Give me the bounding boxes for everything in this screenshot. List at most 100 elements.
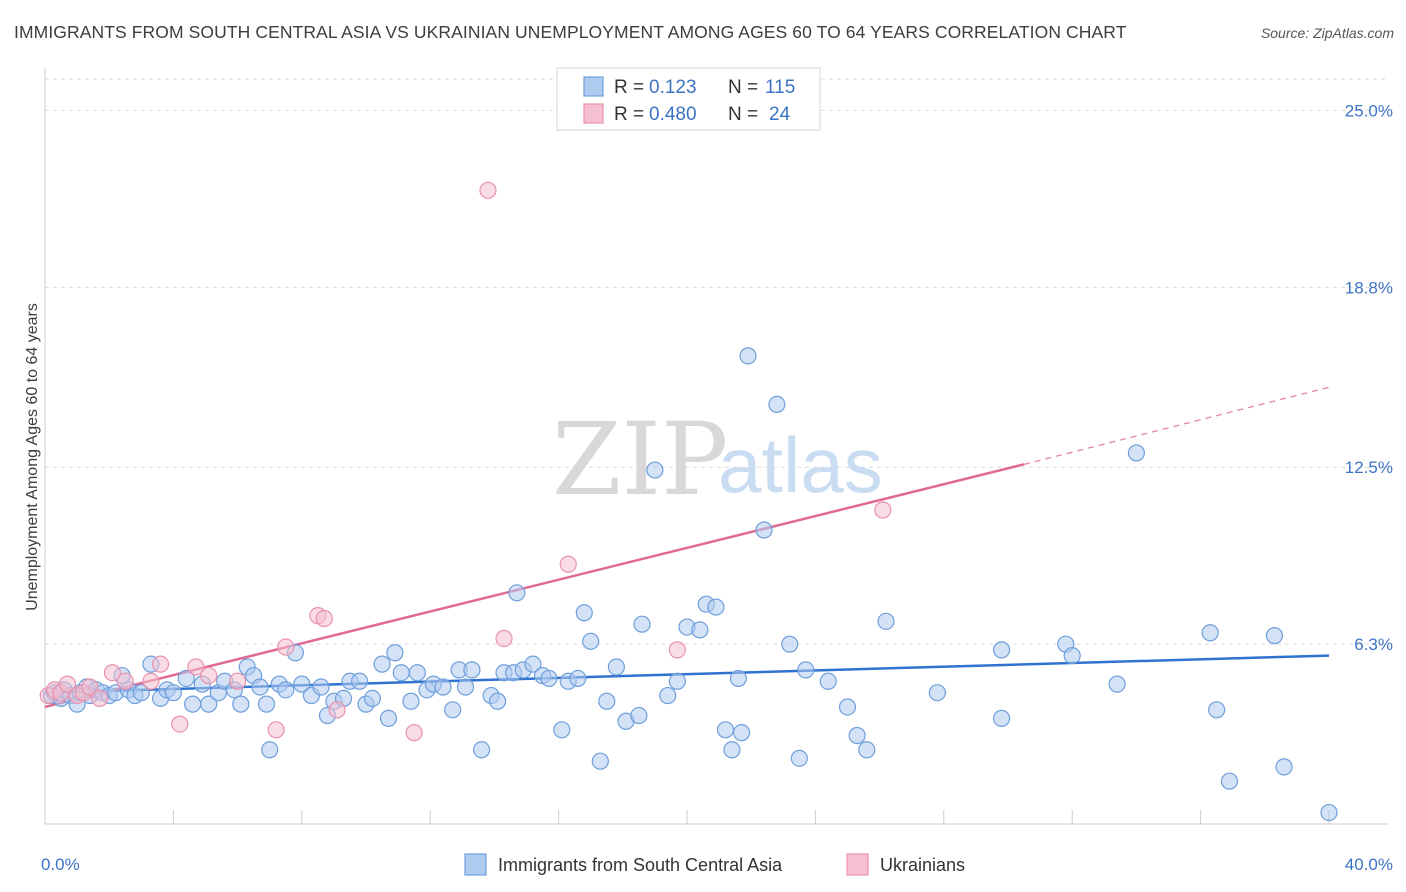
point-pink-22 — [495, 629, 513, 648]
point-blue-85 — [691, 621, 709, 639]
grid-lines — [45, 78, 1389, 645]
point-blue-60 — [472, 741, 491, 759]
point-pink-23 — [559, 555, 577, 573]
point-blue-31 — [251, 678, 269, 696]
point-pink-26 — [874, 501, 892, 519]
point-pink-8 — [103, 664, 122, 682]
point-blue-101 — [858, 741, 876, 759]
point-pink-12 — [171, 715, 189, 733]
point-pink-20 — [328, 701, 346, 719]
trend-line-pink — [44, 463, 1025, 709]
bottom-legend-label-pink: Ukrainians — [880, 855, 965, 875]
point-pink-25 — [668, 641, 686, 659]
point-blue-22 — [184, 695, 202, 713]
point-blue-44 — [350, 672, 369, 690]
point-blue-28 — [232, 695, 250, 713]
point-blue-16 — [132, 684, 150, 702]
point-pink-7 — [90, 689, 109, 708]
point-blue-99 — [838, 698, 857, 716]
point-blue-69 — [540, 669, 558, 688]
point-blue-110 — [1201, 624, 1219, 642]
point-blue-108 — [1108, 675, 1126, 693]
point-blue-33 — [261, 741, 279, 759]
point-blue-97 — [797, 661, 815, 679]
chart-title: IMMIGRANTS FROM SOUTH CENTRAL ASIA VS UK… — [14, 22, 1127, 42]
point-blue-79 — [630, 706, 648, 725]
point-blue-65 — [508, 584, 526, 602]
legend-n-label-1: N = — [728, 77, 758, 98]
point-blue-100 — [848, 726, 866, 745]
point-blue-95 — [781, 635, 799, 653]
point-blue-104 — [992, 709, 1011, 727]
source-credit: Source: ZipAtlas.com — [1260, 25, 1394, 41]
point-pink-13 — [187, 658, 205, 676]
point-blue-24 — [200, 695, 218, 713]
point-blue-49 — [386, 644, 404, 662]
point-blue-35 — [277, 681, 295, 699]
point-blue-89 — [723, 741, 741, 759]
point-blue-87 — [707, 598, 725, 616]
series-legend: Immigrants from South Central Asia Ukrai… — [464, 853, 965, 876]
point-pink-14 — [200, 666, 218, 685]
legend-n-value-1: 115 — [765, 77, 795, 98]
point-blue-76 — [598, 692, 616, 710]
point-blue-51 — [402, 692, 420, 710]
data-points — [39, 181, 1338, 822]
point-blue-37 — [293, 675, 311, 693]
y-tick-label-1: 12.5% — [1345, 458, 1393, 477]
watermark-atlas: atlas — [718, 421, 883, 509]
point-pink-15 — [229, 672, 247, 690]
point-pink-24 — [479, 181, 497, 199]
point-blue-80 — [633, 615, 651, 633]
legend-n-value-2: 24 — [769, 104, 791, 125]
point-blue-83 — [668, 672, 686, 690]
point-blue-52 — [408, 664, 426, 682]
x-tick-label-max: 40.0% — [1345, 855, 1393, 874]
point-pink-11 — [151, 655, 170, 673]
point-blue-59 — [463, 661, 481, 679]
point-blue-75 — [591, 752, 609, 770]
point-pink-9 — [116, 672, 134, 690]
y-tick-label-3: 25.0% — [1345, 101, 1393, 120]
bottom-legend-label-blue: Immigrants from South Central Asia — [498, 855, 783, 875]
point-blue-105 — [992, 641, 1011, 659]
point-blue-94 — [768, 395, 786, 414]
point-blue-62 — [489, 692, 507, 710]
point-blue-92 — [739, 347, 757, 365]
point-blue-56 — [444, 701, 462, 719]
point-blue-93 — [755, 521, 773, 539]
y-tick-labels: 6.3% 12.5% 18.8% 25.0% — [1345, 101, 1393, 654]
point-pink-3 — [58, 675, 77, 693]
point-blue-67 — [524, 655, 542, 673]
point-pink-21 — [405, 724, 423, 742]
point-blue-50 — [392, 664, 410, 682]
x-tick-labels: 0.0% 40.0% — [41, 855, 1393, 874]
point-blue-48 — [379, 709, 398, 727]
point-pink-19 — [315, 609, 333, 628]
point-blue-91 — [732, 724, 751, 742]
legend-r-value-2: 0.480 — [649, 104, 697, 125]
point-blue-103 — [928, 684, 946, 702]
point-blue-73 — [575, 604, 593, 622]
legend-r-label-1: R = — [614, 77, 644, 98]
point-blue-98 — [819, 672, 837, 690]
point-blue-111 — [1208, 701, 1226, 719]
watermark-zip: ZIP — [552, 401, 728, 518]
point-pink-10 — [142, 672, 160, 690]
point-blue-88 — [716, 721, 735, 739]
watermark: ZIP atlas — [552, 401, 883, 518]
y-axis-label: Unemployment Among Ages 60 to 64 years — [24, 303, 41, 611]
legend-swatch-pink — [583, 103, 604, 124]
point-blue-112 — [1220, 772, 1239, 790]
point-blue-81 — [646, 461, 664, 479]
point-blue-82 — [659, 686, 677, 705]
point-blue-58 — [456, 678, 475, 696]
x-tick-label-min: 0.0% — [41, 855, 80, 874]
point-blue-70 — [553, 721, 571, 739]
point-blue-113 — [1265, 627, 1284, 645]
point-blue-114 — [1275, 758, 1293, 776]
point-blue-47 — [373, 655, 391, 673]
point-pink-17 — [277, 638, 295, 656]
point-blue-96 — [790, 749, 808, 767]
